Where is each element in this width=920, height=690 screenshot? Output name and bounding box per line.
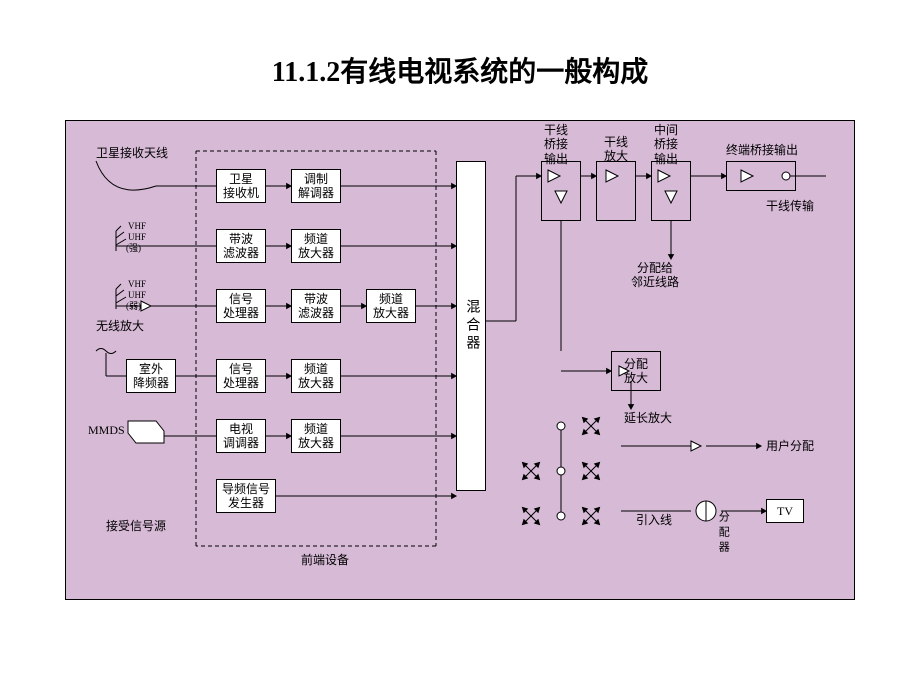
- label-trunk-amp: 干线 放大: [604, 135, 628, 164]
- box-ch-amp-4: 频道 放大器: [291, 419, 341, 453]
- box-trunk-amp: [596, 161, 636, 221]
- label-trunk-bridge-out: 干线 桥接 输出: [544, 123, 568, 166]
- label-dist-adj: 分配给 邻近线路: [631, 261, 679, 290]
- box-tv: TV: [766, 499, 804, 523]
- box-sig-proc-1: 信号 处理器: [216, 289, 266, 323]
- box-pilot-gen: 导频信号 发生器: [216, 479, 276, 513]
- label-mmds: MMDS: [88, 423, 125, 437]
- box-ch-amp-2: 频道 放大器: [366, 289, 416, 323]
- box-mixer: 混合器: [456, 161, 486, 491]
- label-drop-line: 引入线: [636, 513, 672, 527]
- box-demod: 调制 解调器: [291, 169, 341, 203]
- vhf-uhf-text-1: VHF UHF: [128, 221, 146, 242]
- mixer-label: 混合器: [463, 299, 480, 353]
- label-sat-antenna: 卫星接收天线: [96, 146, 168, 160]
- label-mid-bridge-out: 中间 桥接 输出: [654, 123, 678, 166]
- box-sat-rx: 卫星 接收机: [216, 169, 266, 203]
- box-mid-bridge: [651, 161, 691, 221]
- box-outdoor-down: 室外 降频器: [126, 359, 176, 393]
- system-diagram: 卫星接收天线 VHF UHF (强) VHF UHF (弱) 无线放大 室外 降…: [65, 120, 855, 600]
- box-dist-amp: 分配 放大: [611, 351, 661, 391]
- label-strong: (强): [126, 243, 141, 254]
- label-splitter: 分配器: [716, 511, 729, 556]
- box-ch-amp-3: 频道 放大器: [291, 359, 341, 393]
- dist-amp-label: 分配 放大: [624, 357, 648, 386]
- box-sig-proc-2: 信号 处理器: [216, 359, 266, 393]
- box-bpf-2: 带波 滤波器: [291, 289, 341, 323]
- box-term-bridge: [726, 161, 796, 191]
- page-title: 11.1.2有线电视系统的一般构成: [0, 0, 920, 120]
- label-weak: (弱): [126, 301, 141, 312]
- box-bpf-1: 带波 滤波器: [216, 229, 266, 263]
- label-headend: 前端设备: [301, 553, 349, 567]
- label-vhf-uhf-weak: VHF UHF: [128, 279, 146, 301]
- label-user-dist: 用户分配: [766, 439, 814, 453]
- box-ch-amp-1: 频道 放大器: [291, 229, 341, 263]
- vhf-uhf-text-2: VHF UHF: [128, 279, 146, 300]
- label-vhf-uhf-strong: VHF UHF: [128, 221, 146, 243]
- box-tv-mod: 电视 调调器: [216, 419, 266, 453]
- label-trunk-trans: 干线传输: [766, 199, 814, 213]
- label-wireless-amp: 无线放大: [96, 319, 144, 333]
- label-term-bridge-out: 终端桥接输出: [726, 143, 798, 157]
- label-sig-source: 接受信号源: [106, 519, 166, 533]
- label-ext-amp: 延长放大: [624, 411, 672, 425]
- box-trunk-bridge: [541, 161, 581, 221]
